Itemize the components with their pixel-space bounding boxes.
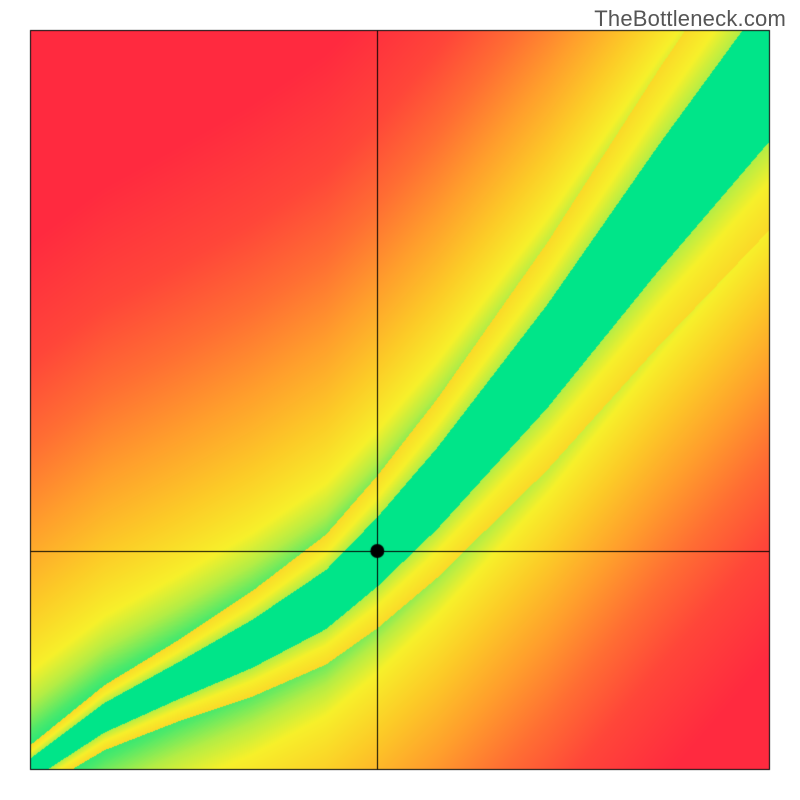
chart-container: TheBottleneck.com xyxy=(0,0,800,800)
bottleneck-heatmap xyxy=(0,0,800,800)
